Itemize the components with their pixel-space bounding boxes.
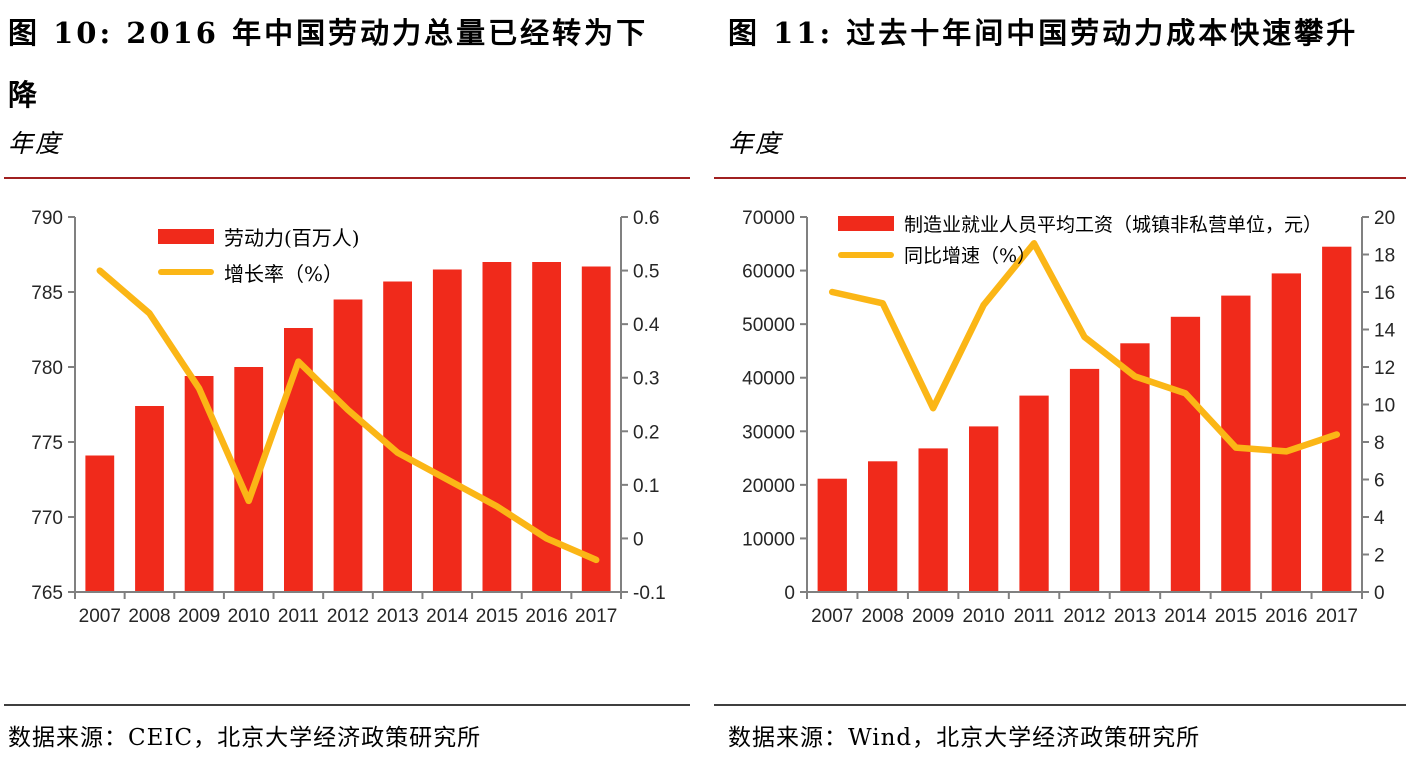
legend-item-labor-force: 劳动力(百万人) — [158, 218, 360, 254]
legend-item-yoy-growth: 同比增速（%） — [838, 239, 1322, 270]
figure-10-subtitle: 年度 — [8, 129, 63, 158]
svg-text:2016: 2016 — [1265, 606, 1307, 627]
svg-text:0.6: 0.6 — [633, 208, 659, 229]
svg-text:2017: 2017 — [1316, 606, 1358, 627]
svg-text:2010: 2010 — [962, 606, 1004, 627]
svg-text:2: 2 — [1374, 546, 1385, 567]
figure-11-title-rule — [714, 177, 1406, 179]
svg-text:14: 14 — [1374, 321, 1396, 342]
svg-text:2009: 2009 — [912, 606, 954, 627]
figure-10-block: 图 10: 2016 年中国劳动力总量已经转为下降 年度 790 785 780 77… — [0, 0, 700, 768]
legend-label: 同比增速（%） — [904, 245, 1037, 267]
svg-text:18: 18 — [1374, 246, 1395, 267]
svg-text:2009: 2009 — [178, 606, 220, 627]
svg-text:12: 12 — [1374, 358, 1395, 379]
svg-text:2013: 2013 — [376, 606, 418, 627]
svg-text:2008: 2008 — [862, 606, 904, 627]
svg-text:2015: 2015 — [476, 606, 518, 627]
svg-text:2011: 2011 — [1014, 606, 1055, 627]
line-series — [828, 240, 1341, 455]
svg-text:765: 765 — [31, 583, 63, 604]
svg-text:775: 775 — [31, 433, 63, 454]
figure-11-bottom-rule — [714, 704, 1406, 706]
bars-group — [85, 262, 611, 592]
svg-text:20000: 20000 — [742, 476, 795, 497]
svg-text:780: 780 — [31, 358, 63, 379]
legend-item-avg-wage: 制造业就业人员平均工资（城镇非私营单位，元） — [838, 208, 1322, 239]
svg-text:4: 4 — [1374, 508, 1385, 529]
labor-force-combo-chart: 790 785 780 775 770 765 0.6 0.5 0.4 0.3 0.2 0.1 0 -0.… — [31, 208, 666, 627]
svg-text:785: 785 — [31, 283, 63, 304]
bar-series-swatch — [838, 216, 894, 231]
svg-text:770: 770 — [31, 508, 63, 529]
svg-text:0.3: 0.3 — [633, 369, 659, 390]
svg-text:-0.1: -0.1 — [633, 583, 666, 604]
svg-text:8: 8 — [1374, 433, 1385, 454]
svg-text:50000: 50000 — [742, 315, 795, 336]
svg-text:2017: 2017 — [575, 606, 617, 627]
axes-group — [68, 216, 628, 599]
svg-text:16: 16 — [1374, 283, 1395, 304]
line-series-swatch — [158, 269, 214, 275]
svg-text:2007: 2007 — [79, 606, 121, 627]
bars-group — [817, 246, 1352, 592]
svg-text:0: 0 — [784, 583, 795, 604]
svg-text:40000: 40000 — [742, 369, 795, 390]
figure-11-legend: 制造业就业人员平均工资（城镇非私营单位，元） 同比增速（%） — [838, 208, 1322, 270]
bar-series-swatch — [158, 228, 214, 244]
svg-text:20: 20 — [1374, 208, 1395, 229]
svg-text:10000: 10000 — [742, 529, 795, 550]
line-series-swatch — [838, 251, 894, 258]
svg-text:60000: 60000 — [742, 262, 795, 283]
svg-text:2007: 2007 — [811, 606, 853, 627]
svg-text:2010: 2010 — [228, 606, 270, 627]
figure-10-title-rule — [4, 177, 690, 179]
svg-text:2014: 2014 — [426, 606, 469, 627]
line-series — [96, 267, 600, 564]
axes-group — [800, 216, 1369, 599]
svg-text:10: 10 — [1374, 396, 1395, 417]
figure-10-title: 图 10: 2016 年中国劳动力总量已经转为下降 — [8, 16, 649, 112]
legend-item-growth-rate: 增长率（%） — [158, 254, 360, 290]
figure-11-block: 图 11: 过去十年间中国劳动力成本快速攀升 年度 70000 60000 5000… — [710, 0, 1410, 768]
wage-combo-chart: 7000060000500004000030000200001000002018… — [742, 208, 1396, 627]
svg-text:30000: 30000 — [742, 422, 795, 443]
svg-text:2014: 2014 — [1164, 606, 1207, 627]
legend-label: 增长率（%） — [224, 261, 344, 286]
svg-text:0.5: 0.5 — [633, 262, 659, 283]
svg-text:0.2: 0.2 — [633, 422, 659, 443]
svg-text:2008: 2008 — [128, 606, 170, 627]
svg-text:0.1: 0.1 — [633, 476, 659, 497]
figure-10-source: 数据来源：CEIC，北京大学经济政策研究所 — [8, 725, 482, 751]
svg-text:790: 790 — [31, 208, 63, 229]
legend-label: 劳动力(百万人) — [224, 225, 360, 250]
svg-text:2011: 2011 — [278, 606, 319, 627]
svg-text:6: 6 — [1374, 471, 1385, 492]
svg-text:0.4: 0.4 — [633, 315, 660, 336]
legend-label: 制造业就业人员平均工资（城镇非私营单位，元） — [904, 214, 1323, 236]
figure-10-bottom-rule — [4, 704, 690, 706]
figure-10-legend: 劳动力(百万人) 增长率（%） — [158, 218, 360, 290]
figure-11-subtitle: 年度 — [728, 129, 783, 158]
svg-text:2016: 2016 — [525, 606, 567, 627]
svg-text:0: 0 — [1374, 583, 1385, 604]
svg-text:2015: 2015 — [1215, 606, 1257, 627]
svg-text:2012: 2012 — [1063, 606, 1105, 627]
svg-text:2012: 2012 — [327, 606, 369, 627]
svg-text:2013: 2013 — [1114, 606, 1156, 627]
svg-text:0: 0 — [633, 529, 644, 550]
figure-11-source: 数据来源：Wind，北京大学经济政策研究所 — [728, 725, 1201, 751]
svg-text:70000: 70000 — [742, 208, 795, 229]
figure-11-title: 图 11: 过去十年间中国劳动力成本快速攀升 — [728, 16, 1359, 50]
